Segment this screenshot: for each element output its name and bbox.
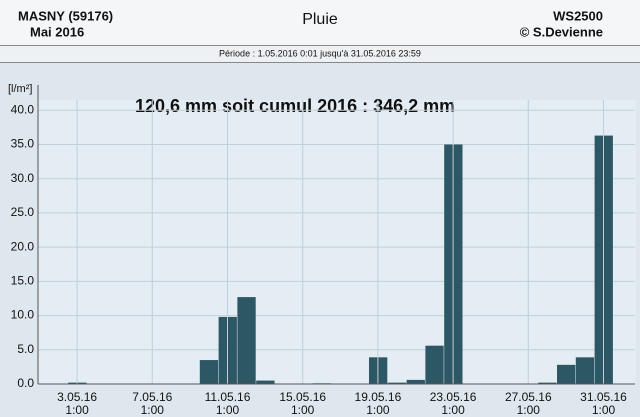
- chart-title: Pluie: [302, 11, 338, 28]
- x-tick-label: 3.05.16 1:00: [57, 390, 98, 417]
- x-tick-label: 11.05.16 1:00: [204, 390, 251, 417]
- y-tick-label: 25.0: [11, 205, 35, 219]
- period: Période : 1.05.2016 0:01 jusqu'à 31.05.2…: [219, 48, 421, 58]
- y-tick-label: 20.0: [11, 239, 35, 253]
- y-tick-label: 10.0: [11, 308, 35, 322]
- x-tick-label: 23.05.16 1:00: [429, 390, 477, 417]
- y-tick-label: 30.0: [11, 171, 35, 185]
- x-tick-label: 19.05.16 1:00: [354, 390, 402, 417]
- bar: [256, 380, 275, 384]
- y-tick-label: 15.0: [11, 274, 35, 288]
- location: MASNY (59176): [18, 8, 113, 23]
- bar: [199, 360, 219, 384]
- month: Mai 2016: [30, 24, 84, 39]
- bar: [387, 382, 407, 384]
- bar: [425, 345, 444, 384]
- y-tick-label: 5.0: [17, 342, 34, 356]
- x-tick-label: 27.05.16 1:00: [504, 390, 552, 417]
- author: © S.Devienne: [520, 24, 603, 39]
- y-unit: [l/m²]: [8, 83, 32, 95]
- device: WS2500: [553, 8, 603, 23]
- x-tick-label: 31.05.16 1:00: [580, 390, 627, 417]
- y-tick-label: 35.0: [11, 137, 35, 151]
- period-band: [0, 46, 640, 62]
- x-tick-label: 7.05.16 1:00: [132, 390, 173, 417]
- plot-area: [38, 100, 636, 385]
- bar: [557, 364, 576, 384]
- bar: [237, 297, 256, 384]
- bar: [538, 382, 557, 384]
- header-band: [0, 0, 640, 45]
- annotation: 120,6 mm soit cumul 2016 : 346,2 mm: [135, 96, 455, 116]
- y-tick-label: 0.0: [17, 376, 34, 390]
- x-tick-label: 15.05.16 1:00: [279, 390, 327, 417]
- bar: [575, 357, 595, 384]
- y-tick-label: 40.0: [11, 102, 35, 116]
- bar: [406, 379, 425, 384]
